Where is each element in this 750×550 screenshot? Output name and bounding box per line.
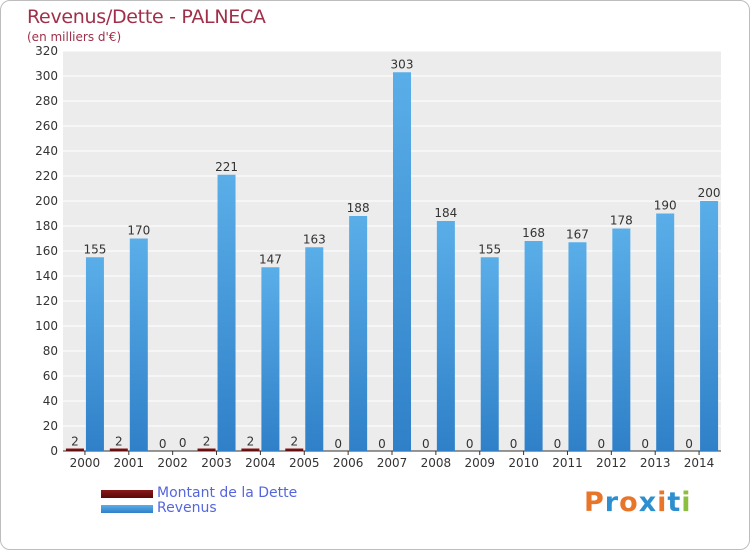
data-label-revenue: 155	[478, 242, 501, 256]
data-label-revenue: 155	[83, 242, 106, 256]
bar-revenue	[480, 257, 499, 451]
bar-revenue	[261, 267, 280, 451]
y-tick-label: 60	[43, 369, 58, 383]
data-label-revenue: 303	[391, 57, 414, 71]
data-label-revenue: 163	[303, 232, 326, 246]
legend-swatch-debt	[101, 490, 153, 498]
x-tick-label: 2006	[333, 456, 364, 470]
y-tick-label: 140	[35, 269, 58, 283]
y-tick-label: 180	[35, 219, 58, 233]
data-label-debt: 0	[510, 437, 518, 451]
data-label-revenue: 147	[259, 252, 282, 266]
data-label-debt: 2	[290, 435, 298, 449]
bar-revenue	[349, 216, 368, 451]
chart-subtitle: (en milliers d'€)	[27, 30, 122, 44]
x-tick-label: 2014	[684, 456, 715, 470]
bar-debt	[109, 448, 128, 451]
chart-title: Revenus/Dette - PALNECA	[27, 6, 266, 28]
proxiti-logo: Proxiti	[584, 487, 692, 518]
data-label-debt: 0	[641, 437, 649, 451]
data-label-debt: 0	[598, 437, 606, 451]
y-tick-label: 240	[35, 144, 58, 158]
bar-debt	[65, 448, 84, 451]
y-tick-label: 0	[50, 444, 58, 458]
data-label-debt: 2	[247, 435, 255, 449]
data-label-debt: 2	[115, 435, 123, 449]
x-tick-label: 2013	[640, 456, 671, 470]
bar-revenue	[524, 241, 543, 451]
data-label-revenue: 188	[347, 201, 370, 215]
bar-revenue	[700, 201, 719, 451]
x-tick-label: 2000	[70, 456, 101, 470]
x-tick-label: 2005	[289, 456, 320, 470]
x-tick-label: 2002	[157, 456, 188, 470]
logo-letter: i	[681, 487, 692, 518]
y-tick-label: 200	[35, 194, 58, 208]
data-label-debt: 0	[554, 437, 562, 451]
bar-revenue	[612, 228, 631, 451]
logo-letter: x	[638, 487, 658, 518]
logo-letter: o	[619, 487, 639, 518]
bar-chart: 0204060801001201401601802002202402602803…	[35, 44, 721, 470]
data-label-revenue: 167	[566, 227, 589, 241]
data-label-revenue: 184	[434, 206, 457, 220]
logo-letter: r	[604, 487, 620, 518]
bar-revenue	[129, 238, 148, 451]
x-tick-label: 2010	[508, 456, 539, 470]
data-label-debt: 0	[378, 437, 386, 451]
legend-swatch-revenue	[101, 505, 153, 513]
y-tick-label: 100	[35, 319, 58, 333]
y-tick-label: 260	[35, 119, 58, 133]
bar-debt	[241, 448, 260, 451]
bar-revenue	[393, 72, 411, 451]
logo-letter: i	[657, 487, 668, 518]
x-tick-label: 2009	[464, 456, 495, 470]
data-label-debt: 0	[685, 437, 693, 451]
x-tick-label: 2004	[245, 456, 276, 470]
data-label-revenue: 190	[654, 199, 677, 213]
data-label-debt: 0	[422, 437, 430, 451]
x-tick-label: 2007	[377, 456, 408, 470]
y-tick-label: 80	[43, 344, 58, 358]
data-label-revenue: 0	[179, 436, 187, 450]
y-tick-label: 20	[43, 419, 58, 433]
y-tick-label: 300	[35, 69, 58, 83]
legend-label-revenue: Revenus	[157, 500, 217, 516]
x-tick-label: 2011	[552, 456, 583, 470]
y-tick-label: 320	[35, 44, 58, 58]
bar-debt	[197, 448, 216, 451]
data-label-revenue: 170	[127, 224, 150, 238]
y-tick-label: 220	[35, 169, 58, 183]
y-tick-label: 160	[35, 244, 58, 258]
bar-revenue	[85, 257, 104, 451]
logo-letter: P	[584, 487, 605, 518]
data-label-debt: 2	[71, 435, 79, 449]
y-tick-label: 120	[35, 294, 58, 308]
data-label-revenue: 200	[698, 186, 721, 200]
data-label-debt: 2	[203, 435, 211, 449]
data-label-debt: 0	[334, 437, 342, 451]
bar-debt	[285, 448, 304, 451]
x-tick-label: 2008	[421, 456, 452, 470]
x-tick-label: 2012	[596, 456, 627, 470]
x-tick-label: 2001	[114, 456, 145, 470]
data-label-debt: 0	[466, 437, 474, 451]
x-tick-label: 2003	[201, 456, 232, 470]
data-label-debt: 0	[159, 437, 167, 451]
bar-revenue	[217, 174, 236, 451]
logo-letter: t	[667, 487, 682, 518]
legend-label-debt: Montant de la Dette	[157, 485, 298, 501]
y-tick-label: 40	[43, 394, 58, 408]
data-label-revenue: 178	[610, 214, 633, 228]
bar-revenue	[436, 221, 455, 451]
data-label-revenue: 168	[522, 226, 545, 240]
bar-revenue	[305, 247, 324, 451]
data-label-revenue: 221	[215, 160, 238, 174]
y-tick-label: 280	[35, 94, 58, 108]
bar-revenue	[656, 213, 675, 451]
bar-revenue	[568, 242, 587, 451]
